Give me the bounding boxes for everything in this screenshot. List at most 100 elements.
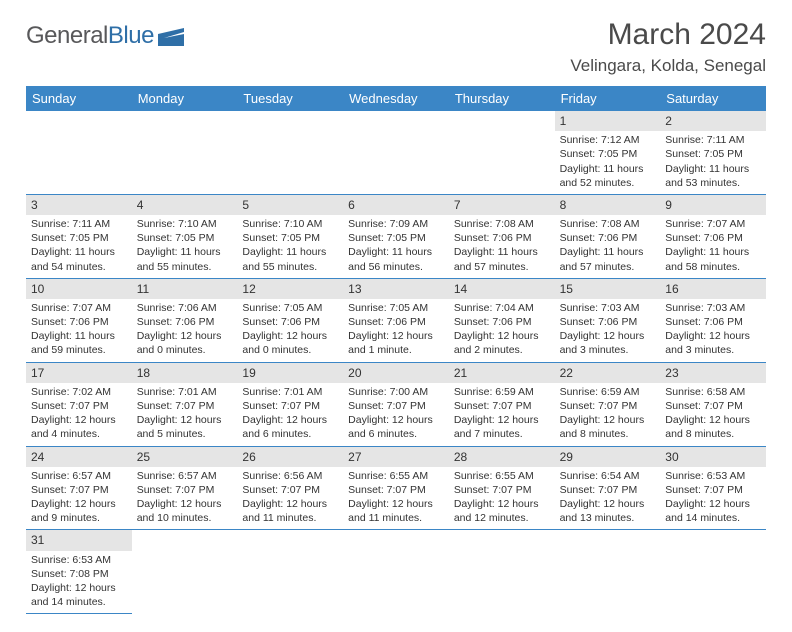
day-number: 28 [449,447,555,467]
calendar-cell: 29Sunrise: 6:54 AMSunset: 7:07 PMDayligh… [555,447,661,531]
brand-part2: Blue [108,22,154,50]
calendar-cell: 7Sunrise: 7:08 AMSunset: 7:06 PMDaylight… [449,195,555,279]
calendar-grid: 1Sunrise: 7:12 AMSunset: 7:05 PMDaylight… [26,111,766,614]
calendar-cell: 28Sunrise: 6:55 AMSunset: 7:07 PMDayligh… [449,447,555,531]
day-number: 22 [555,363,661,383]
sunrise-text: Sunrise: 7:07 AM [665,217,761,231]
day-number: 12 [237,279,343,299]
calendar-cell: 21Sunrise: 6:59 AMSunset: 7:07 PMDayligh… [449,363,555,447]
calendar-cell: 25Sunrise: 6:57 AMSunset: 7:07 PMDayligh… [132,447,238,531]
sunset-text: Sunset: 7:07 PM [137,399,233,413]
page-header: General Blue March 2024 Velingara, Kolda… [26,18,766,76]
calendar-cell-empty [343,530,449,614]
daylight-text: Daylight: 11 hours and 55 minutes. [242,245,338,273]
sunset-text: Sunset: 7:07 PM [242,483,338,497]
day-number: 20 [343,363,449,383]
day-number: 3 [26,195,132,215]
day-number: 26 [237,447,343,467]
sunrise-text: Sunrise: 7:09 AM [348,217,444,231]
daylight-text: Daylight: 12 hours and 2 minutes. [454,329,550,357]
day-number: 21 [449,363,555,383]
calendar-cell: 16Sunrise: 7:03 AMSunset: 7:06 PMDayligh… [660,279,766,363]
sunset-text: Sunset: 7:07 PM [31,483,127,497]
sunset-text: Sunset: 7:06 PM [454,231,550,245]
sunset-text: Sunset: 7:05 PM [137,231,233,245]
daylight-text: Daylight: 11 hours and 56 minutes. [348,245,444,273]
daylight-text: Daylight: 12 hours and 3 minutes. [560,329,656,357]
sunrise-text: Sunrise: 7:00 AM [348,385,444,399]
calendar-cell: 23Sunrise: 6:58 AMSunset: 7:07 PMDayligh… [660,363,766,447]
daylight-text: Daylight: 12 hours and 6 minutes. [242,413,338,441]
calendar-cell: 20Sunrise: 7:00 AMSunset: 7:07 PMDayligh… [343,363,449,447]
daylight-text: Daylight: 12 hours and 7 minutes. [454,413,550,441]
sunrise-text: Sunrise: 6:59 AM [454,385,550,399]
sunrise-text: Sunrise: 7:01 AM [242,385,338,399]
daylight-text: Daylight: 12 hours and 12 minutes. [454,497,550,525]
sunset-text: Sunset: 7:05 PM [560,147,656,161]
sunrise-text: Sunrise: 7:04 AM [454,301,550,315]
sunset-text: Sunset: 7:08 PM [31,567,127,581]
daylight-text: Daylight: 12 hours and 5 minutes. [137,413,233,441]
weekday-header: Sunday [26,86,132,111]
sunrise-text: Sunrise: 7:05 AM [242,301,338,315]
sunset-text: Sunset: 7:05 PM [665,147,761,161]
title-group: March 2024 Velingara, Kolda, Senegal [570,18,766,76]
calendar-cell-empty [237,111,343,195]
sunrise-text: Sunrise: 7:03 AM [560,301,656,315]
day-number: 10 [26,279,132,299]
sunset-text: Sunset: 7:06 PM [560,231,656,245]
sunset-text: Sunset: 7:07 PM [137,483,233,497]
calendar-cell: 13Sunrise: 7:05 AMSunset: 7:06 PMDayligh… [343,279,449,363]
sunset-text: Sunset: 7:06 PM [665,315,761,329]
calendar-cell-empty [132,530,238,614]
sunset-text: Sunset: 7:05 PM [348,231,444,245]
day-number: 23 [660,363,766,383]
sunset-text: Sunset: 7:07 PM [348,399,444,413]
daylight-text: Daylight: 12 hours and 14 minutes. [31,581,127,609]
sunrise-text: Sunrise: 7:12 AM [560,133,656,147]
sunset-text: Sunset: 7:06 PM [348,315,444,329]
daylight-text: Daylight: 12 hours and 1 minute. [348,329,444,357]
weekday-header: Monday [132,86,238,111]
daylight-text: Daylight: 11 hours and 53 minutes. [665,162,761,190]
day-number: 19 [237,363,343,383]
calendar-cell: 31Sunrise: 6:53 AMSunset: 7:08 PMDayligh… [26,530,132,614]
calendar-cell: 8Sunrise: 7:08 AMSunset: 7:06 PMDaylight… [555,195,661,279]
sunrise-text: Sunrise: 7:01 AM [137,385,233,399]
calendar-cell: 18Sunrise: 7:01 AMSunset: 7:07 PMDayligh… [132,363,238,447]
sunrise-text: Sunrise: 6:58 AM [665,385,761,399]
day-number: 11 [132,279,238,299]
daylight-text: Daylight: 11 hours and 55 minutes. [137,245,233,273]
day-number: 1 [555,111,661,131]
calendar-cell: 15Sunrise: 7:03 AMSunset: 7:06 PMDayligh… [555,279,661,363]
daylight-text: Daylight: 11 hours and 57 minutes. [454,245,550,273]
sunset-text: Sunset: 7:07 PM [560,399,656,413]
daylight-text: Daylight: 11 hours and 58 minutes. [665,245,761,273]
day-number: 4 [132,195,238,215]
daylight-text: Daylight: 12 hours and 8 minutes. [665,413,761,441]
weekday-header: Wednesday [343,86,449,111]
calendar-cell-empty [237,530,343,614]
calendar-cell: 10Sunrise: 7:07 AMSunset: 7:06 PMDayligh… [26,279,132,363]
sunrise-text: Sunrise: 6:59 AM [560,385,656,399]
weekday-header: Friday [555,86,661,111]
sunset-text: Sunset: 7:07 PM [560,483,656,497]
calendar-cell-empty [343,111,449,195]
day-number: 24 [26,447,132,467]
weekday-header: Saturday [660,86,766,111]
weekday-header-row: SundayMondayTuesdayWednesdayThursdayFrid… [26,86,766,111]
daylight-text: Daylight: 12 hours and 13 minutes. [560,497,656,525]
daylight-text: Daylight: 11 hours and 54 minutes. [31,245,127,273]
day-number: 2 [660,111,766,131]
daylight-text: Daylight: 11 hours and 59 minutes. [31,329,127,357]
sunrise-text: Sunrise: 7:10 AM [242,217,338,231]
calendar-cell: 22Sunrise: 6:59 AMSunset: 7:07 PMDayligh… [555,363,661,447]
sunset-text: Sunset: 7:06 PM [665,231,761,245]
calendar-cell-empty [132,111,238,195]
sunrise-text: Sunrise: 7:03 AM [665,301,761,315]
sunrise-text: Sunrise: 7:07 AM [31,301,127,315]
daylight-text: Daylight: 12 hours and 11 minutes. [348,497,444,525]
day-number: 17 [26,363,132,383]
calendar-cell: 11Sunrise: 7:06 AMSunset: 7:06 PMDayligh… [132,279,238,363]
calendar-cell: 6Sunrise: 7:09 AMSunset: 7:05 PMDaylight… [343,195,449,279]
